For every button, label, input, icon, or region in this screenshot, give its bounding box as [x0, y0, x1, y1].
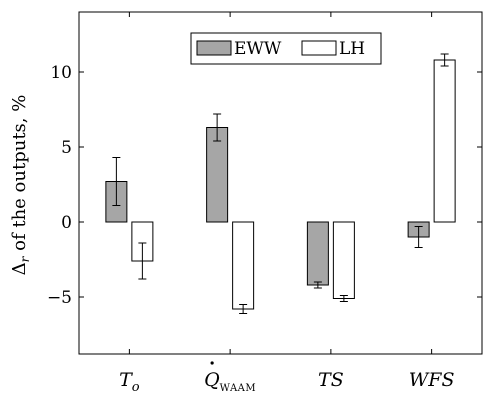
bar-lh-q: [232, 221, 255, 310]
legend-swatch-lh: [301, 40, 337, 56]
plot-area: −5 0 5 10: [47, 11, 483, 355]
legend-label-lh: LH: [339, 39, 365, 59]
y-tick-label: 10: [50, 63, 72, 83]
x-tick-label: QWAAM: [204, 369, 256, 394]
x-tick-label: To: [119, 369, 140, 395]
y-axis-label: Δr of the outputs, %: [9, 95, 32, 276]
legend: EWW LH: [190, 32, 382, 65]
legend-label-eww: EWW: [234, 39, 282, 59]
y-tick-label: 0: [61, 213, 72, 233]
y-tick-label: 5: [61, 138, 72, 158]
x-tick-label: WFS: [409, 369, 455, 391]
x-axis-labels: To QWAAM TS WFS: [119, 361, 454, 395]
bar-lh-ts: [332, 221, 355, 299]
legend-swatch-eww: [196, 40, 232, 56]
plot-frame: [78, 11, 483, 355]
bar-eww-q: [206, 127, 229, 223]
y-tick-label: −5: [47, 288, 72, 308]
svg-text:Δr of the outputs, %: Δr of the outputs, %: [9, 95, 32, 276]
x-tick-label: TS: [318, 369, 344, 391]
bar-eww-ts: [306, 221, 329, 286]
dot-accent: [210, 361, 214, 365]
bar-lh-wfs: [433, 59, 456, 223]
